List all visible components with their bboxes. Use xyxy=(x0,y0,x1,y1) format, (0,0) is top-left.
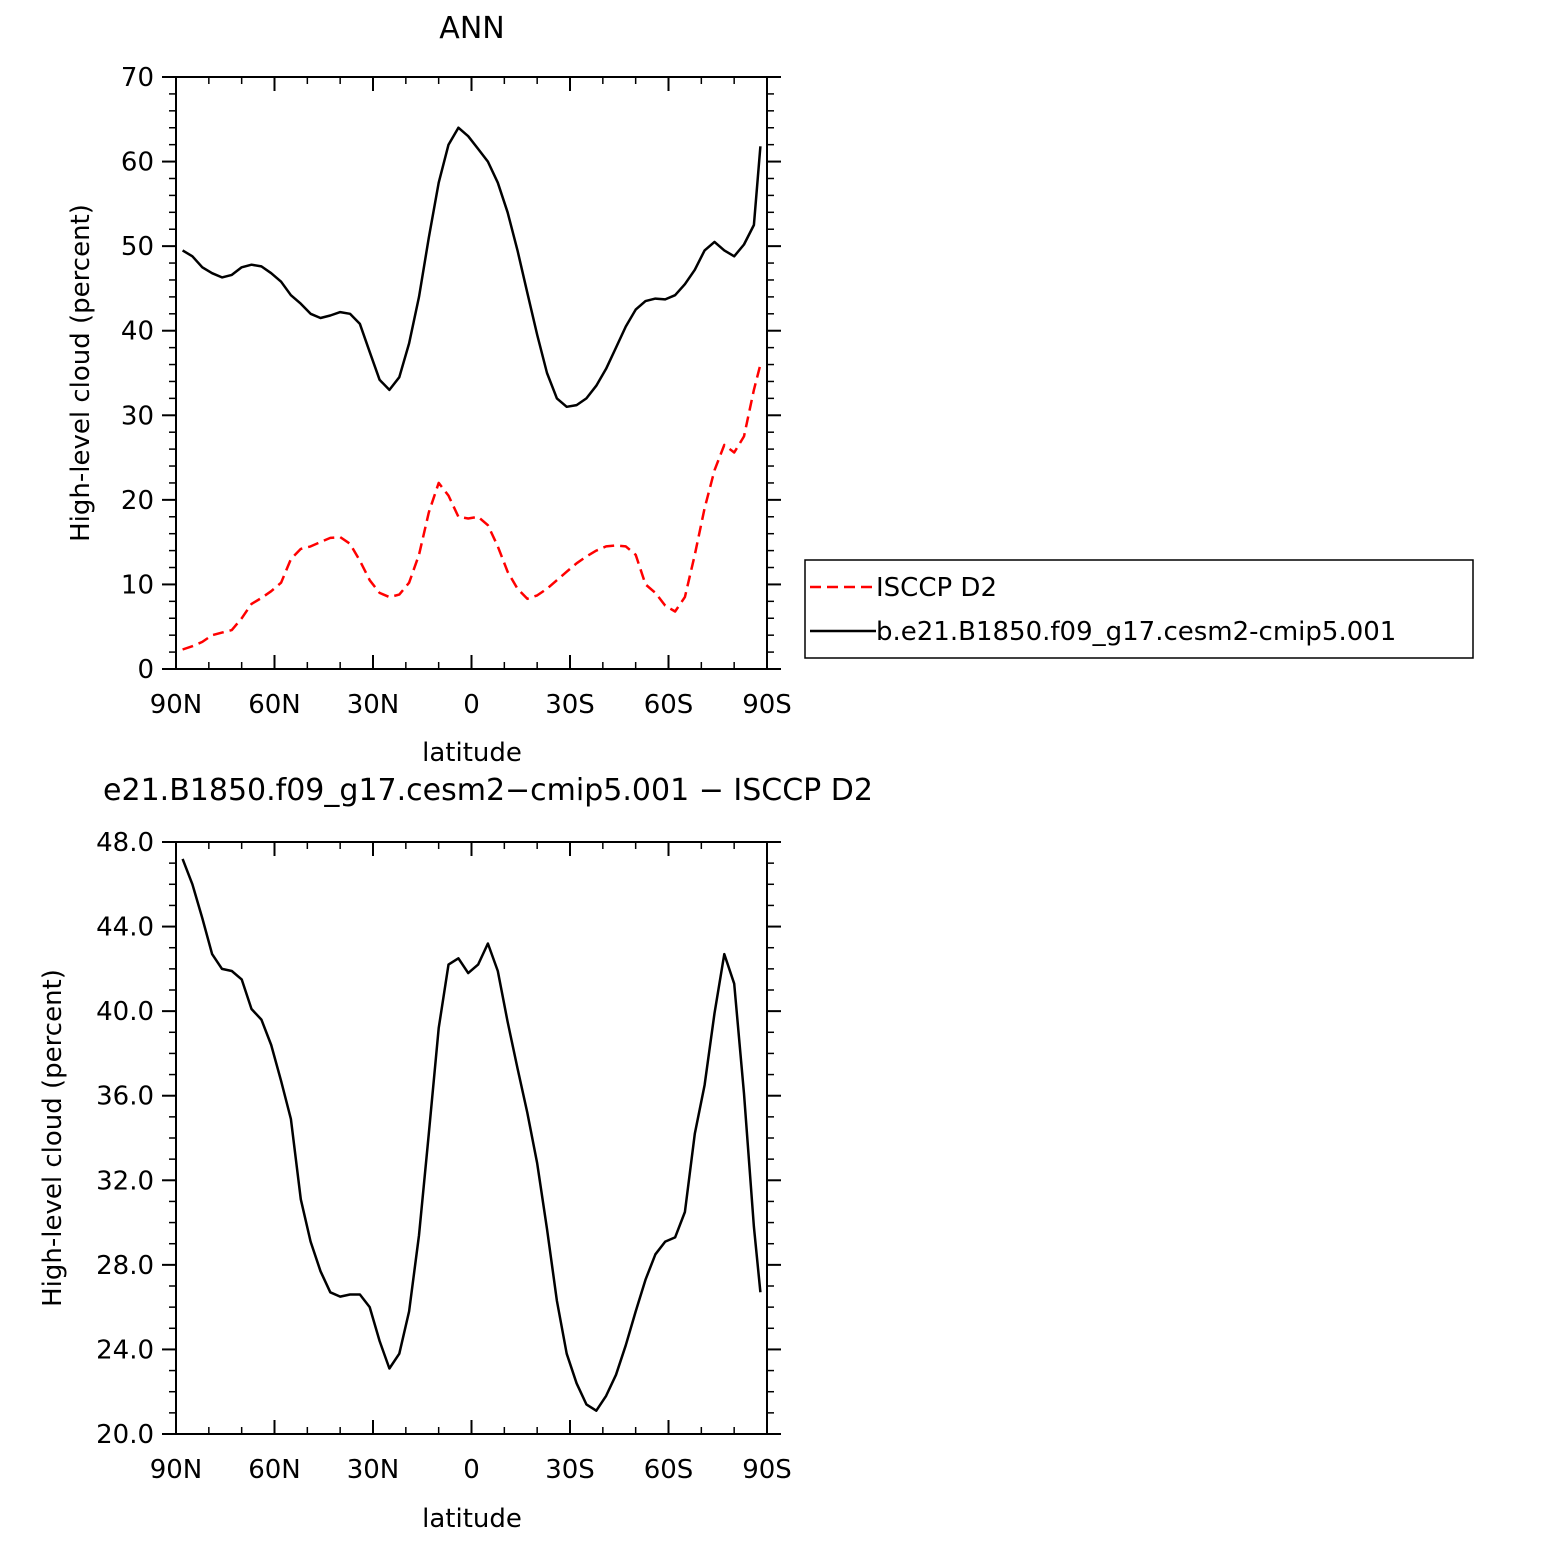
legend-label-model: b.e21.B1850.f09_g17.cesm2-cmip5.001 xyxy=(876,617,1396,647)
bottom-panel: e21.B1850.f09_g17.cesm2−cmip5.001 − ISCC… xyxy=(38,773,873,1534)
y-tick-label: 10 xyxy=(121,570,154,600)
x-tick-label: 30S xyxy=(545,690,595,720)
x-tick-label: 60S xyxy=(644,690,694,720)
top-panel: ANN 90N 60N 30N 0 30S 60S 90S 0 10 20 30 40 50 60 70 l… xyxy=(66,11,792,768)
y-tick-label: 44.0 xyxy=(96,913,154,943)
bottom-panel-title: e21.B1850.f09_g17.cesm2−cmip5.001 − ISCC… xyxy=(103,773,873,808)
legend-box xyxy=(804,559,1474,659)
y-tick-label: 48.0 xyxy=(96,828,154,858)
y-tick-label: 40.0 xyxy=(96,997,154,1027)
y-tick-label: 24.0 xyxy=(96,1335,154,1365)
x-tick-label: 60N xyxy=(248,1455,301,1485)
y-tick-label: 50 xyxy=(121,232,154,262)
top-plot-frame xyxy=(175,76,768,670)
bottom-plot-frame xyxy=(175,841,768,1435)
x-tick-label: 30N xyxy=(347,1455,400,1485)
x-tick-label: 90S xyxy=(742,690,792,720)
y-tick-label: 60 xyxy=(121,148,154,178)
bottom-panel-tick-labels: 90N 60N 30N 0 30S 60S 90S 20.0 24.0 28.0 32.0 36.0 4… xyxy=(96,828,792,1485)
legend: ISCCP D2 b.e21.B1850.f09_g17.cesm2-cmip5… xyxy=(804,559,1474,659)
bottom-panel-series xyxy=(181,858,762,1412)
series-line-0 xyxy=(182,364,762,651)
top-panel-series xyxy=(181,126,762,651)
x-tick-label: 30S xyxy=(545,1455,595,1485)
x-tick-label: 0 xyxy=(463,690,480,720)
x-tick-label: 90N xyxy=(150,1455,203,1485)
y-tick-label: 70 xyxy=(121,63,154,93)
x-tick-label: 60N xyxy=(248,690,301,720)
y-tick-label: 40 xyxy=(121,317,154,347)
bottom-panel-ticks xyxy=(162,841,781,1435)
bottom-y-axis-label: High-level cloud (percent) xyxy=(38,969,68,1307)
y-tick-label: 30 xyxy=(121,401,154,431)
y-tick-label: 32.0 xyxy=(96,1166,154,1196)
x-tick-label: 90N xyxy=(150,690,203,720)
y-tick-label: 20 xyxy=(121,486,154,516)
series-line-0 xyxy=(181,858,762,1412)
series-line-1 xyxy=(181,126,762,409)
x-tick-label: 60S xyxy=(644,1455,694,1485)
y-tick-label: 36.0 xyxy=(96,1082,154,1112)
top-panel-tick-labels: 90N 60N 30N 0 30S 60S 90S 0 10 20 30 40 50 60 70 xyxy=(121,63,792,720)
y-tick-label: 0 xyxy=(137,655,154,685)
top-panel-title: ANN xyxy=(439,11,504,46)
bottom-x-axis-label: latitude xyxy=(422,1504,522,1534)
y-tick-label: 28.0 xyxy=(96,1251,154,1281)
top-panel-ticks xyxy=(162,76,781,670)
top-y-axis-label: High-level cloud (percent) xyxy=(66,204,96,542)
top-x-axis-label: latitude xyxy=(422,738,522,768)
x-tick-label: 30N xyxy=(347,690,400,720)
legend-label-isccp: ISCCP D2 xyxy=(876,573,997,603)
y-tick-label: 20.0 xyxy=(96,1420,154,1450)
x-tick-label: 0 xyxy=(463,1455,480,1485)
x-tick-label: 90S xyxy=(742,1455,792,1485)
